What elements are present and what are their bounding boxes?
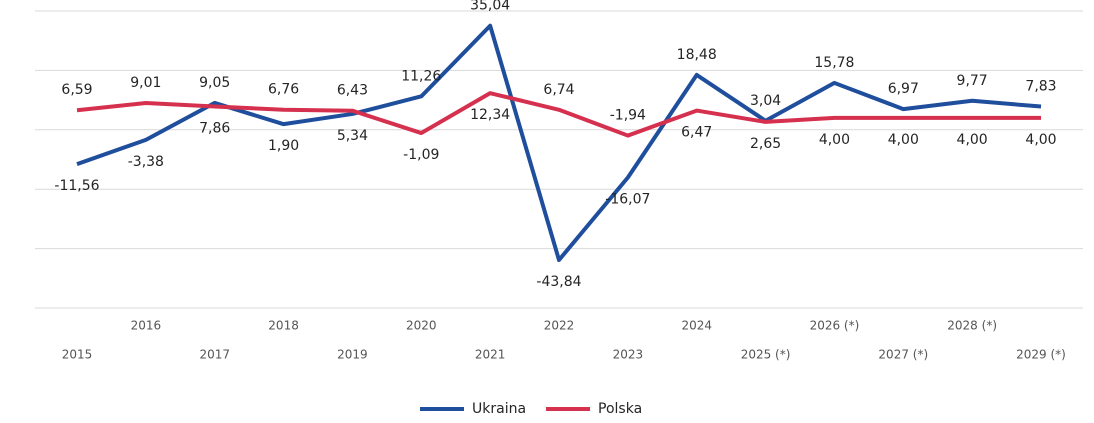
series-line — [76, 23, 1042, 263]
x-tick-label: 2024 — [681, 319, 712, 333]
value-label: 9,01 — [130, 75, 161, 91]
value-label: 6,47 — [681, 125, 712, 141]
legend-label: Ukraina — [472, 401, 526, 417]
value-label: 6,59 — [61, 82, 92, 98]
x-tick-label: 2026 (*) — [810, 319, 860, 333]
value-label: 4,00 — [888, 132, 919, 148]
value-label: 7,83 — [1025, 79, 1056, 95]
value-label: 35,04 — [470, 0, 510, 14]
x-tick-label: 2017 — [199, 348, 230, 362]
x-tick-label: 2018 — [268, 319, 299, 333]
value-label: 7,86 — [199, 120, 230, 136]
x-tick-label: 2019 — [337, 348, 368, 362]
value-label: 18,48 — [677, 47, 717, 63]
x-tick-label: 2022 — [544, 319, 575, 333]
value-label: 6,76 — [268, 82, 299, 98]
value-label: 3,04 — [750, 93, 781, 109]
value-label: 4,00 — [819, 132, 850, 148]
value-label: -43,84 — [536, 274, 581, 290]
value-label: 15,78 — [814, 55, 854, 71]
value-label: -1,94 — [610, 108, 646, 124]
value-label: -1,09 — [403, 147, 439, 163]
value-label: 2,65 — [750, 136, 781, 152]
value-label: 1,90 — [268, 138, 299, 154]
x-tick-label: 2015 — [62, 348, 93, 362]
value-label: -11,56 — [54, 178, 99, 194]
value-label: 4,00 — [1025, 132, 1056, 148]
value-label: 6,43 — [337, 83, 368, 99]
value-label: 6,74 — [543, 82, 574, 98]
value-label: 9,05 — [199, 75, 230, 91]
value-label: -16,07 — [605, 192, 650, 208]
x-tick-label: 2021 — [475, 348, 506, 362]
value-label: 12,34 — [470, 107, 510, 123]
x-tick-label: 2029 (*) — [1016, 348, 1066, 362]
x-tick-label: 2020 — [406, 319, 437, 333]
x-tick-label: 2027 (*) — [878, 348, 928, 362]
x-tick-label: 2028 (*) — [947, 319, 997, 333]
x-tick-label: 2025 (*) — [741, 348, 791, 362]
value-label: 6,97 — [888, 81, 919, 97]
value-label: 5,34 — [337, 128, 368, 144]
value-label: 9,77 — [957, 73, 988, 89]
series-line — [76, 91, 1041, 138]
x-tick-label: 2016 — [131, 319, 162, 333]
x-tick-label: 2023 — [613, 348, 644, 362]
value-label: -3,38 — [128, 154, 164, 170]
legend-label: Polska — [598, 401, 642, 417]
value-label: 4,00 — [957, 132, 988, 148]
value-label: 11,26 — [401, 68, 441, 84]
